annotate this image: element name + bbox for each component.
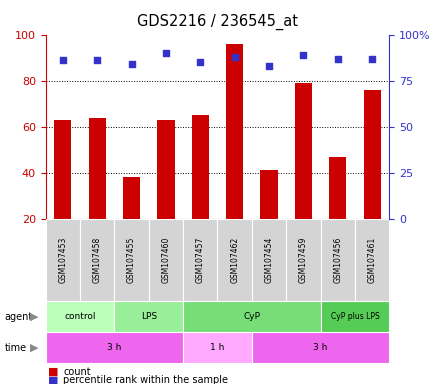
Text: GSM107456: GSM107456: [332, 237, 342, 283]
Text: GSM107455: GSM107455: [127, 237, 136, 283]
Bar: [260, 170, 277, 219]
Text: agent: agent: [4, 312, 33, 322]
Bar: [148, 219, 183, 301]
Bar: [329, 157, 345, 219]
Bar: [54, 120, 71, 219]
Text: GSM107457: GSM107457: [195, 237, 204, 283]
Text: count: count: [63, 367, 91, 377]
Text: 1 h: 1 h: [210, 343, 224, 352]
Bar: [183, 219, 217, 301]
Bar: [354, 219, 388, 301]
Bar: [363, 90, 380, 219]
Text: control: control: [64, 312, 95, 321]
Text: GSM107460: GSM107460: [161, 237, 170, 283]
Text: ■: ■: [48, 375, 58, 384]
Bar: [320, 219, 354, 301]
Bar: [46, 332, 183, 363]
Text: ▶: ▶: [30, 312, 38, 322]
Point: [162, 50, 169, 56]
Bar: [286, 219, 320, 301]
Point: [196, 59, 203, 65]
Bar: [294, 83, 311, 219]
Bar: [320, 301, 388, 332]
Text: GSM107461: GSM107461: [367, 237, 376, 283]
Bar: [183, 332, 251, 363]
Bar: [251, 332, 388, 363]
Text: GDS2216 / 236545_at: GDS2216 / 236545_at: [137, 13, 297, 30]
Bar: [114, 219, 148, 301]
Text: ■: ■: [48, 367, 58, 377]
Text: percentile rank within the sample: percentile rank within the sample: [63, 375, 227, 384]
Text: GSM107459: GSM107459: [298, 237, 307, 283]
Bar: [114, 301, 183, 332]
Bar: [123, 177, 140, 219]
Bar: [226, 44, 243, 219]
Text: ▶: ▶: [30, 343, 38, 353]
Bar: [80, 219, 114, 301]
Bar: [46, 219, 80, 301]
Bar: [217, 219, 251, 301]
Text: GSM107453: GSM107453: [58, 237, 67, 283]
Text: CyP: CyP: [243, 312, 260, 321]
Bar: [251, 219, 286, 301]
Point: [231, 54, 238, 60]
Point: [128, 61, 135, 67]
Point: [94, 57, 101, 63]
Text: GSM107454: GSM107454: [264, 237, 273, 283]
Point: [265, 63, 272, 69]
Text: GSM107458: GSM107458: [92, 237, 102, 283]
Bar: [191, 115, 208, 219]
Text: time: time: [4, 343, 26, 353]
Text: GSM107462: GSM107462: [230, 237, 239, 283]
Text: 3 h: 3 h: [312, 343, 327, 352]
Text: 3 h: 3 h: [107, 343, 122, 352]
Point: [333, 55, 340, 61]
Bar: [183, 301, 320, 332]
Point: [368, 55, 375, 61]
Point: [299, 52, 306, 58]
Text: CyP plus LPS: CyP plus LPS: [330, 312, 378, 321]
Text: LPS: LPS: [140, 312, 157, 321]
Bar: [89, 118, 105, 219]
Bar: [157, 120, 174, 219]
Point: [59, 57, 66, 63]
Bar: [46, 301, 114, 332]
